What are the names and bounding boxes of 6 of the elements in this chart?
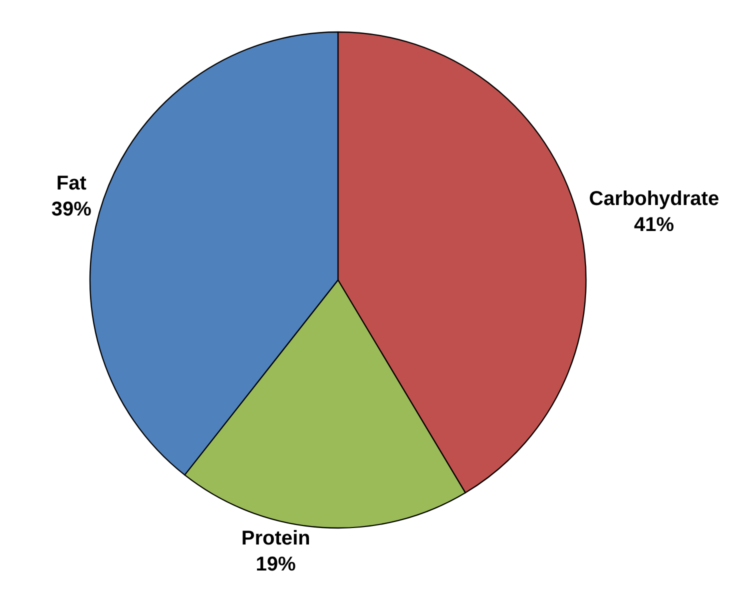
slice-label: Fat: [56, 172, 87, 194]
slice-label: Protein: [241, 527, 310, 550]
data-label: 19%: [256, 553, 296, 576]
data-label: 41%: [634, 214, 674, 236]
slice-label: Carbohydrate: [589, 188, 720, 210]
data-label: 39%: [51, 198, 92, 220]
